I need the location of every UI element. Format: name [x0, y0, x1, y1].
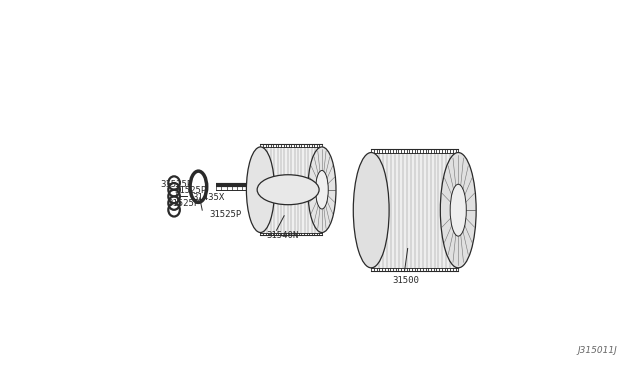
Text: J315011J: J315011J: [578, 346, 618, 355]
Ellipse shape: [246, 147, 275, 232]
Text: 31435X: 31435X: [193, 193, 225, 202]
Ellipse shape: [440, 153, 476, 268]
Ellipse shape: [308, 147, 336, 232]
Text: 31525P: 31525P: [174, 186, 206, 195]
Polygon shape: [371, 153, 458, 268]
Text: 31500: 31500: [392, 276, 419, 285]
Text: 31525P: 31525P: [167, 199, 199, 208]
Text: 31525P: 31525P: [160, 180, 192, 189]
Ellipse shape: [316, 170, 328, 209]
Ellipse shape: [450, 184, 467, 236]
Ellipse shape: [257, 175, 319, 205]
Ellipse shape: [353, 153, 389, 268]
Polygon shape: [260, 147, 322, 232]
Text: 31540N: 31540N: [266, 231, 298, 240]
Text: 31525P: 31525P: [209, 210, 241, 219]
